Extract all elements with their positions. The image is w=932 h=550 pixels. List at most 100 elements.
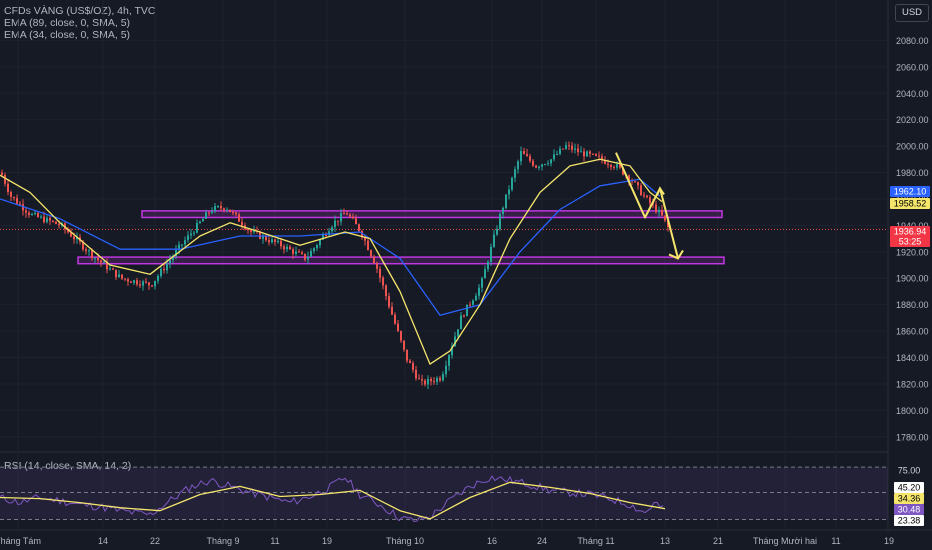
candle-body [7, 183, 9, 192]
candle-body [445, 365, 447, 375]
candle-body [373, 256, 375, 264]
symbol-title[interactable]: CFDs VÀNG (US$/OZ), 4h, TVC [4, 5, 156, 17]
x-tick-label: Tháng 9 [206, 536, 239, 546]
candle-body [307, 256, 309, 260]
candle-body [661, 209, 663, 216]
candle-body [226, 209, 228, 211]
y-tick-label: 2000.00 [896, 142, 929, 152]
candle-body [562, 148, 564, 150]
y-tick-label: 1840.00 [896, 353, 929, 363]
candle-body [154, 280, 156, 287]
candle-body [148, 282, 150, 286]
x-tick-label: 24 [537, 536, 547, 546]
rsi-label-bg [894, 504, 924, 515]
candle-body [19, 203, 21, 205]
candle-body [1, 172, 3, 175]
candle-body [232, 212, 234, 214]
candle-body [664, 215, 666, 221]
candle-body [439, 378, 441, 381]
candle-body [211, 211, 213, 213]
ema34-line [0, 158, 663, 365]
zone-rect [141, 210, 723, 219]
candle-body [127, 279, 129, 282]
candle-body [634, 181, 636, 183]
price-label: 53:25 [899, 237, 922, 247]
rsi-label-bg [894, 482, 924, 493]
candle-body [649, 197, 651, 204]
candle-body [259, 231, 261, 239]
candle-body [196, 222, 198, 233]
candle-body [49, 217, 51, 221]
candle-body [184, 240, 186, 245]
ema34-legend[interactable]: EMA (34, close, 0, SMA, 5) [4, 29, 131, 41]
candle-body [421, 379, 423, 381]
candle-body [394, 314, 396, 324]
x-tick-label: 21 [713, 536, 723, 546]
candle-body [274, 239, 276, 243]
candle-body [403, 340, 405, 350]
candle-body [157, 275, 159, 281]
rsi-pane [0, 466, 888, 523]
y-tick-label: 2060.00 [896, 62, 929, 72]
candle-body [202, 218, 204, 222]
rsi-label-bg [894, 515, 924, 526]
candle-body [223, 208, 225, 210]
candle-body [370, 250, 372, 257]
candle-body [268, 240, 270, 243]
y-tick-label: 1900.00 [896, 274, 929, 284]
rsi-line [0, 475, 664, 523]
candle-body [112, 268, 114, 270]
candle-body [511, 177, 513, 190]
legend: CFDs VÀNG (US$/OZ), 4h, TVC EMA (89, clo… [4, 5, 156, 41]
candle-body [637, 181, 639, 186]
candle-body [514, 169, 516, 178]
rsi-label-bg [894, 493, 924, 504]
candle-body [100, 260, 102, 263]
y-tick-label: 1880.00 [896, 300, 929, 310]
candle-body [556, 154, 558, 156]
candle-body [580, 151, 582, 153]
candle-body [163, 268, 165, 271]
candle-body [253, 230, 255, 233]
candle-body [640, 185, 642, 196]
candle-body [472, 300, 474, 305]
currency-button[interactable]: USD [895, 4, 929, 22]
candle-body [241, 221, 243, 226]
projection-path [615, 152, 679, 259]
y-tick-label: 2080.00 [896, 36, 929, 46]
candle-body [169, 260, 171, 264]
candle-body [217, 206, 219, 208]
price-label: 1962.10 [894, 187, 927, 197]
candle-body [376, 263, 378, 269]
candle-body [43, 216, 45, 223]
candle-body [622, 167, 624, 175]
candle-body [502, 207, 504, 214]
candle-body [310, 251, 312, 257]
rsi-legend[interactable]: RSI (14, close, SMA, 14, 2) [4, 460, 132, 472]
candle-body [457, 329, 459, 337]
candle-body [433, 381, 435, 383]
candle-body [298, 251, 300, 253]
candle-body [352, 216, 354, 219]
candle-body [499, 213, 501, 229]
candle-body [208, 212, 210, 214]
candle-body [280, 240, 282, 247]
candle-body [655, 204, 657, 213]
candle-body [391, 306, 393, 315]
candle-body [235, 212, 237, 215]
candle-body [523, 151, 525, 155]
candle-body [121, 274, 123, 279]
candle-body [229, 209, 231, 213]
candle-body [247, 229, 249, 231]
price-label-bg [890, 226, 930, 237]
candle-body [559, 148, 561, 155]
y-tick-label: 1980.00 [896, 168, 929, 178]
candle-body [454, 336, 456, 347]
candle-body [220, 206, 222, 209]
candle-body [31, 214, 33, 216]
candle-body [73, 236, 75, 240]
ema89-legend[interactable]: EMA (89, close, 0, SMA, 5) [4, 17, 131, 29]
candle-body [337, 220, 339, 222]
candle-body [520, 151, 522, 162]
